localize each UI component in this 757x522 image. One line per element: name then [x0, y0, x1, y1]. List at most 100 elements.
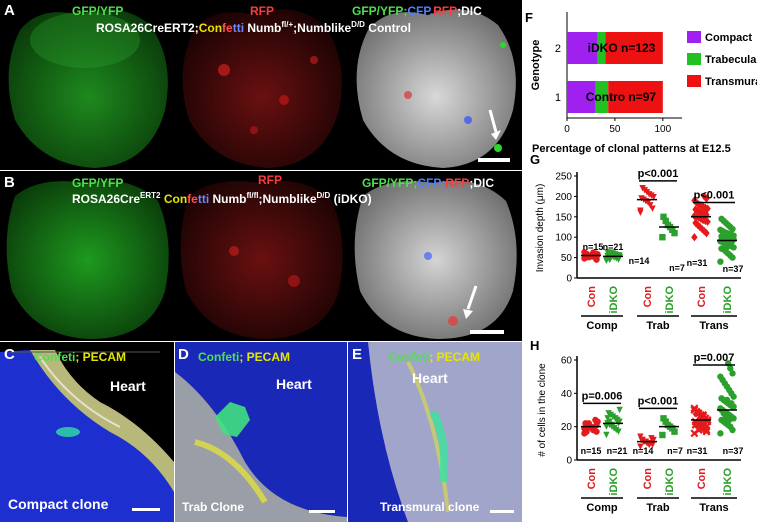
data-point: [703, 194, 710, 203]
panel-b-merge: [348, 171, 522, 341]
y-tick-label: 1: [555, 92, 561, 104]
n-label: n=15: [581, 446, 602, 456]
data-point: [608, 250, 616, 258]
legend-entry: Trabecular: [705, 54, 757, 66]
n-label: n=14: [629, 256, 650, 266]
x-tick-label: 50: [609, 124, 621, 135]
group-tick-label: iDKO: [664, 286, 676, 314]
bar-segment: [567, 81, 596, 113]
data-point: [637, 433, 644, 440]
data-point-stroke: [695, 419, 704, 428]
panel-a-channel-red: RFP: [250, 4, 274, 18]
panel-label-h: H: [530, 338, 540, 353]
arrow-icon: [488, 109, 498, 133]
n-label: n=21: [607, 446, 628, 456]
legend-entry: Transmural: [705, 76, 757, 88]
data-point: [603, 423, 610, 430]
data-point: [659, 234, 666, 241]
heart-red-image-b: [180, 180, 343, 339]
chart-h: 0 20 40 60 # of cells in the clone n=15 Con n=2…: [537, 352, 744, 514]
heart-green-image-b: [6, 180, 169, 339]
data-point: [613, 416, 620, 424]
data-point: [660, 415, 667, 422]
p-value-label: p=0.007: [694, 352, 735, 364]
panel-a-merge-title: GFP/YFP;CFP,RFP;DIC: [352, 4, 482, 18]
heart-merge-image: [356, 9, 516, 168]
data-point: [664, 221, 672, 229]
group-label: Comp: [586, 320, 617, 332]
group-label: Trab: [646, 502, 670, 514]
data-point: [723, 243, 731, 251]
data-point: [717, 258, 724, 265]
data-point: [616, 406, 623, 414]
panel-c: [0, 342, 174, 522]
data-point: [616, 253, 623, 261]
data-point: [637, 443, 644, 450]
panel-a-genotype: ROSA26CreERT2;Confetti Numbfl/+;Numblike…: [96, 20, 411, 35]
x-tick-label: 100: [654, 124, 671, 135]
data-point: [638, 195, 645, 202]
y-axis-label-part: Invasion depth (: [535, 200, 546, 272]
n-label: n=37: [723, 446, 744, 456]
y-tick-label: 200: [555, 192, 572, 203]
panel-b-channel-green: GFP/YFP: [72, 176, 124, 190]
bar-label: Contro n=97: [586, 90, 657, 104]
y-axis-label: Invasion depth (μm): [535, 184, 546, 273]
data-point: [695, 419, 704, 428]
scale-bar-c: [132, 508, 160, 511]
scale-bar-a: [478, 158, 510, 162]
x-tick-label: 0: [564, 124, 570, 135]
panel-c-stain: Confeti; PECAM: [34, 350, 127, 364]
n-label: n=31: [687, 258, 708, 268]
panel-e-caption: Transmural clone: [380, 500, 480, 514]
data-point: [585, 420, 592, 427]
y-tick-label: 0: [566, 274, 572, 285]
panel-d-organ: Heart: [276, 376, 312, 392]
heart-green-image: [8, 9, 168, 168]
group-label: Comp: [586, 502, 617, 514]
group-tick-label: iDKO: [664, 468, 676, 496]
panel-b-red: [174, 171, 348, 341]
group-tick-label: iDKO: [608, 286, 620, 314]
data-point: [671, 229, 678, 237]
n-label: n=7: [669, 263, 685, 273]
n-label: n=21: [603, 242, 624, 252]
y-tick-label: 2: [555, 43, 561, 55]
y-tick-label: 250: [555, 172, 572, 183]
y-tick-label: 20: [561, 422, 573, 433]
data-point: [718, 416, 725, 424]
data-point: [662, 217, 669, 225]
data-point: [718, 245, 725, 252]
panel-b-genotype: ROSA26CreERT2 Confetti Numbfl/fl;Numblik…: [72, 191, 372, 206]
y-axis-label: # of cells in the clone: [537, 363, 548, 457]
heart-red-image: [182, 9, 342, 168]
bar-segment: [567, 32, 598, 64]
data-point: [726, 416, 733, 424]
group-tick-label: Con: [696, 286, 708, 308]
p-value-label: p<0.001: [694, 190, 735, 202]
panel-b-merge-title: GFP/YFP;CFP;RFP;DIC: [362, 176, 495, 190]
data-point: [660, 213, 667, 220]
data-point: [604, 249, 611, 256]
panel-e: [348, 342, 522, 522]
n-label: n=7: [667, 446, 683, 456]
scale-bar-e: [490, 510, 514, 513]
x-axis-label: Percentage of clonal patterns at E12.5: [532, 143, 731, 155]
y-axis-label-part: μ: [535, 195, 546, 201]
panel-a-merge: [348, 0, 522, 170]
data-point: [694, 426, 703, 434]
data-point: [581, 249, 588, 256]
data-point: [718, 215, 725, 223]
panel-c-organ: Heart: [110, 378, 146, 394]
panel-e-stain: Confeti; PECAM: [388, 350, 481, 364]
panel-label-g: G: [530, 152, 541, 167]
data-point: [637, 207, 644, 214]
y-tick-label: 0: [566, 456, 572, 467]
data-point: [648, 435, 655, 442]
confocal-image-c: [0, 350, 174, 522]
p-value-label: p<0.001: [638, 168, 679, 180]
panel-b-channel-red: RFP: [258, 173, 282, 187]
data-point: [692, 205, 699, 214]
data-point: [592, 416, 599, 424]
confocal-image-d: [175, 342, 347, 522]
